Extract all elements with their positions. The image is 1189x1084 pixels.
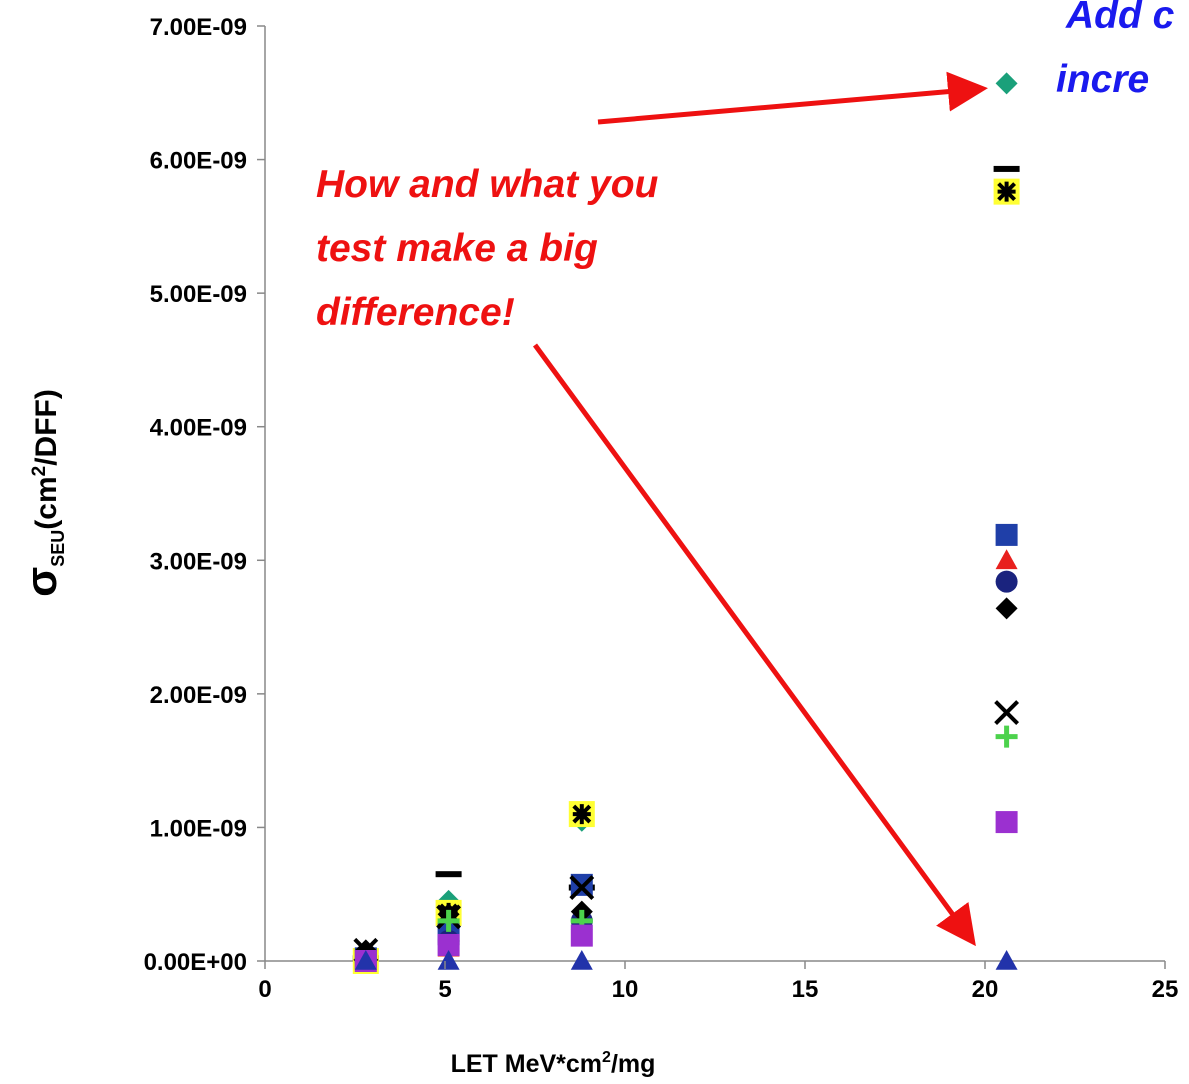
- annotation: Add c: [1065, 0, 1175, 37]
- arrow: [532, 343, 976, 947]
- point: [570, 924, 593, 947]
- y-tick-label: 5.00E-09: [150, 281, 247, 308]
- x-axis-label: LET MeV*cm2/mg: [451, 1049, 656, 1078]
- point: [993, 165, 1020, 172]
- point: [437, 909, 460, 932]
- point: [994, 700, 1020, 725]
- point: [995, 523, 1018, 546]
- point: [995, 597, 1018, 620]
- arrow: [597, 71, 988, 125]
- annotation: incre: [1056, 58, 1149, 101]
- y-tick-label: 0.00E+00: [144, 949, 247, 976]
- y-tick-label: 4.00E-09: [150, 415, 247, 442]
- point: [568, 801, 595, 828]
- y-tick-label: 2.00E-09: [150, 682, 247, 709]
- x-tick-label: 20: [972, 976, 999, 1003]
- y-axis-label: σSEU(cm2/DFF): [17, 389, 68, 597]
- y-tick-label: 7.00E-09: [150, 14, 247, 41]
- x-tick-label: 0: [258, 976, 271, 1003]
- annotation: test make a big: [316, 227, 598, 270]
- annotation: How and what you: [316, 163, 659, 206]
- point: [995, 811, 1018, 834]
- x-tick-label: 10: [612, 976, 639, 1003]
- y-tick-label: 3.00E-09: [150, 548, 247, 575]
- point: [995, 725, 1018, 748]
- x-tick-label: 25: [1152, 976, 1179, 1003]
- point: [437, 950, 460, 970]
- point: [570, 950, 593, 970]
- point: [354, 950, 377, 970]
- point: [435, 871, 462, 878]
- point: [569, 875, 595, 900]
- point: [993, 178, 1020, 205]
- point: [995, 570, 1018, 593]
- marker-star: [572, 804, 592, 825]
- x-tick-label: 15: [792, 976, 819, 1003]
- annotation: difference!: [316, 291, 515, 334]
- x-tick-label: 5: [438, 976, 451, 1003]
- marker-star: [997, 181, 1017, 202]
- y-tick-label: 1.00E-09: [150, 815, 247, 842]
- point: [437, 933, 460, 956]
- y-tick-label: 6.00E-09: [150, 148, 247, 175]
- point: [995, 549, 1018, 570]
- point: [995, 72, 1018, 95]
- point: [995, 950, 1018, 970]
